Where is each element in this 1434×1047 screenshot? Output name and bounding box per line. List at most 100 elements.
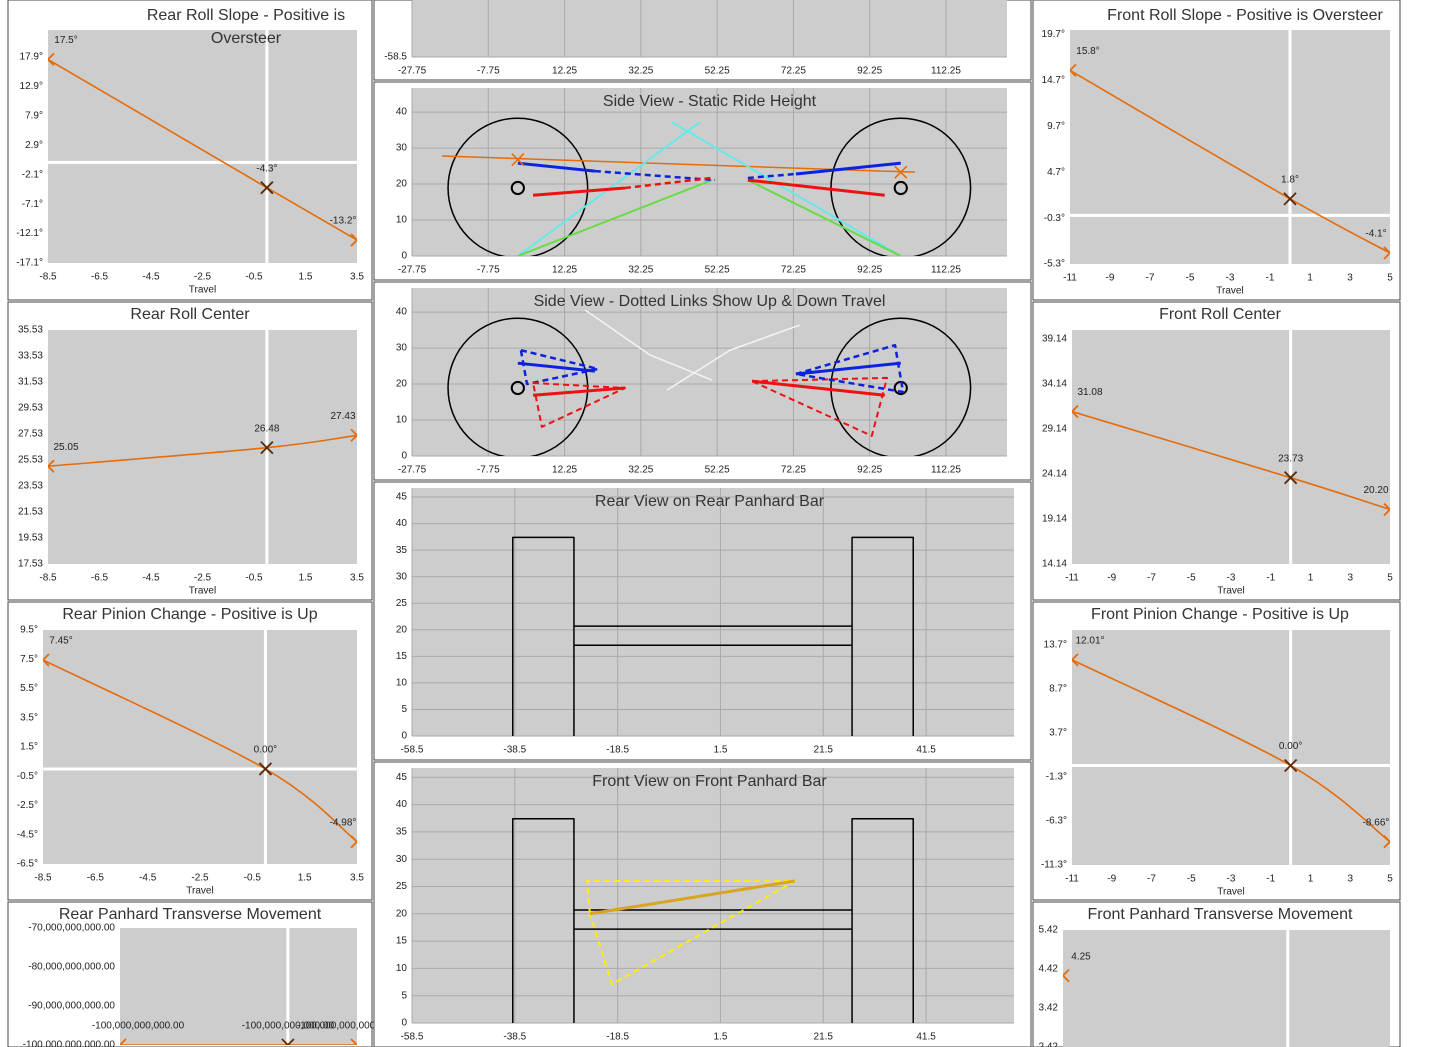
marker xyxy=(258,762,273,776)
y-tick-label: -2.1° xyxy=(22,169,43,180)
y-tick-label: 45 xyxy=(396,772,408,783)
x-tick-label: -2.5 xyxy=(194,573,212,584)
plot-area xyxy=(412,288,1007,456)
x-tick-label: 41.5 xyxy=(916,1032,936,1043)
marker xyxy=(1283,192,1297,206)
marker xyxy=(350,835,357,849)
x-tick-label: 3.5 xyxy=(350,873,364,884)
data-line xyxy=(1072,410,1390,511)
data-label: -8.66° xyxy=(1363,817,1390,828)
y-tick-label: 0 xyxy=(401,251,407,262)
link xyxy=(517,161,596,173)
x-tick-label: -9 xyxy=(1107,573,1116,584)
x-tick-label: 3 xyxy=(1347,273,1353,284)
data-label: 26.48 xyxy=(254,423,279,434)
x-tick-label: -5 xyxy=(1187,874,1196,885)
data-label: 31.08 xyxy=(1077,387,1102,398)
y-tick-label: 17.9° xyxy=(20,52,43,63)
chart-title: Front Panhard Transverse Movement xyxy=(1087,906,1353,923)
plot-area xyxy=(412,0,1007,57)
x-tick-label: 52.25 xyxy=(705,265,730,276)
data-label: -100,000,000,000.00 xyxy=(297,1021,390,1032)
plot-layer xyxy=(447,309,972,456)
y-tick-label: 10 xyxy=(396,678,408,689)
marker xyxy=(894,165,908,179)
data-label: 17.5° xyxy=(54,35,77,46)
x-axis-label: Travel xyxy=(1217,887,1244,898)
x-tick-label: 3.5 xyxy=(350,573,364,584)
x-tick-label: -5 xyxy=(1187,573,1196,584)
x-tick-label: -0.5 xyxy=(245,272,263,283)
x-tick-label: -0.5 xyxy=(245,573,263,584)
x-tick-label: 52.25 xyxy=(705,465,730,476)
x-tick-label: -58.5 xyxy=(401,1032,424,1043)
y-tick-label: 20 xyxy=(396,379,408,390)
y-tick-label: 31.53 xyxy=(18,377,43,388)
marker xyxy=(1383,835,1390,849)
marker xyxy=(48,52,55,67)
y-tick-label: 7.5° xyxy=(20,654,38,665)
y-tick-label: 30 xyxy=(396,571,408,582)
x-tick-label: 72.25 xyxy=(781,465,806,476)
plot-area xyxy=(412,88,1007,256)
plot-area xyxy=(43,630,357,864)
plot-area xyxy=(1072,630,1390,865)
y-tick-label: 35 xyxy=(396,545,408,556)
marker xyxy=(281,1038,295,1045)
x-tick-label: 112.25 xyxy=(931,265,961,276)
y-tick-label: 9.7° xyxy=(1047,121,1065,132)
x-tick-label: -38.5 xyxy=(503,745,526,756)
chart-title: Side View - Dotted Links Show Up & Down … xyxy=(533,293,886,310)
y-tick-label: 40 xyxy=(396,799,408,810)
x-tick-label: -5 xyxy=(1186,273,1195,284)
x-tick-label: -9 xyxy=(1107,874,1116,885)
x-tick-label: -8.5 xyxy=(34,873,52,884)
y-tick-label: 17.53 xyxy=(18,559,43,570)
x-tick-label: 1 xyxy=(1308,874,1314,885)
x-tick-label: -18.5 xyxy=(606,1032,629,1043)
x-tick-label: 52.25 xyxy=(705,66,730,77)
y-tick-label: 0 xyxy=(401,451,407,462)
plot-layer xyxy=(1070,63,1390,260)
link xyxy=(517,361,596,373)
chart-title: Side View - Static Ride Height xyxy=(602,93,817,110)
plot-area xyxy=(1070,30,1390,264)
y-tick-label: 1.5° xyxy=(20,742,38,753)
marker xyxy=(1283,471,1298,485)
data-label: 15.8° xyxy=(1076,46,1099,57)
plot-layer xyxy=(43,653,357,849)
data-label: 27.43 xyxy=(330,411,355,422)
x-tick-label: -7.75 xyxy=(477,66,500,77)
y-tick-label: 29.14 xyxy=(1042,424,1067,435)
y-tick-label: -0.3° xyxy=(1044,213,1065,224)
link xyxy=(519,349,600,386)
data-label: 4.25 xyxy=(1071,951,1091,962)
y-tick-label: 9.5° xyxy=(20,625,38,636)
link xyxy=(594,169,716,182)
link xyxy=(795,343,905,394)
marker xyxy=(260,181,274,195)
y-tick-label: -58.5 xyxy=(384,52,407,63)
link xyxy=(851,536,914,736)
data-label: -4.3° xyxy=(256,163,277,174)
x-axis-label: Travel xyxy=(1216,286,1243,297)
x-tick-label: 5 xyxy=(1387,273,1393,284)
marker xyxy=(120,1038,127,1045)
y-tick-label: 30 xyxy=(396,343,408,354)
x-tick-label: -27.75 xyxy=(398,265,427,276)
data-label: -4.1° xyxy=(1365,229,1386,240)
y-tick-label: 25.53 xyxy=(18,455,43,466)
link xyxy=(795,361,901,376)
chart-title: Front Roll Slope - Positive is Oversteer xyxy=(1107,7,1383,24)
data-line xyxy=(48,58,357,241)
y-tick-label: -70,000,000,000.00 xyxy=(28,923,115,934)
x-tick-label: 72.25 xyxy=(781,66,806,77)
y-tick-label: 2.42 xyxy=(1039,1042,1059,1047)
y-tick-label: 19.7° xyxy=(1042,29,1065,40)
x-tick-label: 92.25 xyxy=(857,66,882,77)
wheel xyxy=(830,317,972,456)
x-tick-label: -6.5 xyxy=(91,573,109,584)
data-line xyxy=(43,659,357,843)
y-tick-label: 35 xyxy=(396,827,408,838)
link xyxy=(747,172,796,180)
